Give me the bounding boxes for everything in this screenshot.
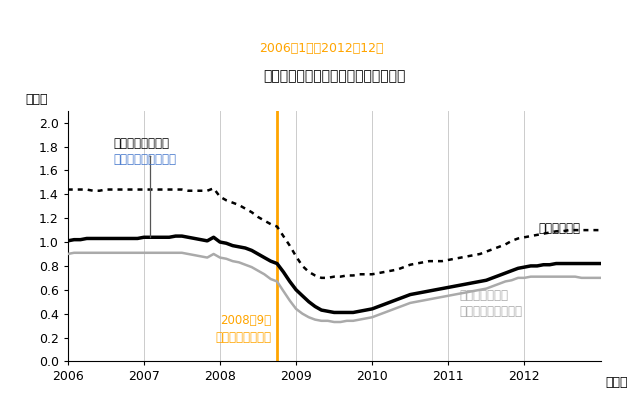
Text: 新規学卒者を除き: 新規学卒者を除き (113, 136, 169, 150)
Text: パートタイムを除く: パートタイムを除く (460, 305, 523, 318)
Text: 2006年1月～2012年12月: 2006年1月～2012年12月 (259, 42, 384, 55)
Text: （％）: （％） (25, 93, 48, 106)
Text: リーマンショック: リーマンショック (215, 331, 271, 344)
Text: 2008年9月: 2008年9月 (220, 314, 271, 327)
Text: パートタイムを含む: パートタイムを含む (113, 153, 176, 166)
Text: 新規学卒者及び: 新規学卒者及び (460, 289, 509, 301)
Text: （年）: （年） (606, 377, 628, 389)
Title: 《参考》有効求人倍率（季節調整値）: 《参考》有効求人倍率（季節調整値） (263, 69, 405, 83)
Text: パートタイム: パートタイム (538, 222, 580, 235)
